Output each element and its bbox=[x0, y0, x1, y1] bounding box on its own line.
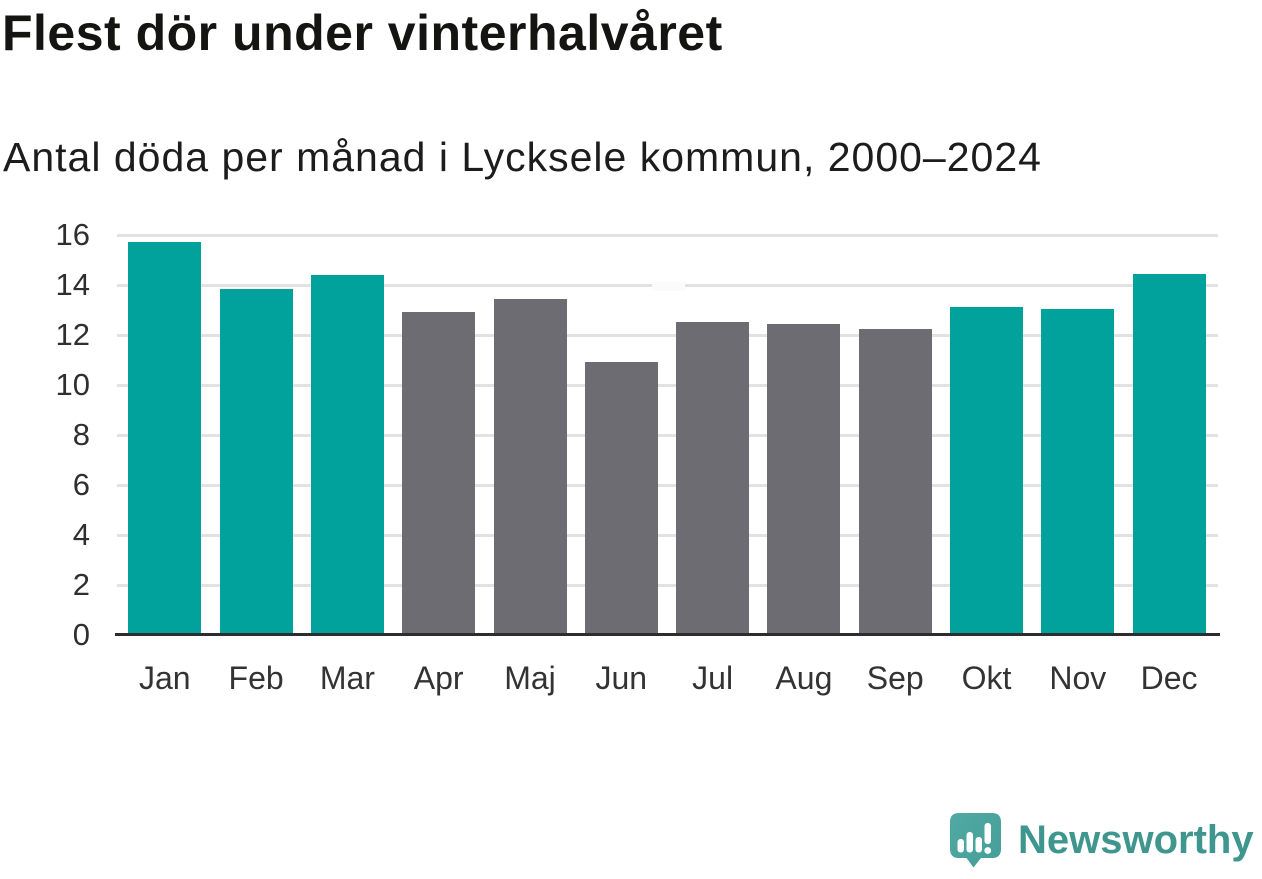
y-tick-label-4: 4 bbox=[72, 517, 90, 552]
chart-subtitle: Antal döda per månad i Lycksele kommun, … bbox=[3, 134, 1042, 180]
x-tick-label-aug: Aug bbox=[775, 660, 833, 696]
x-tick-label-apr: Apr bbox=[413, 660, 464, 696]
bar-okt bbox=[950, 306, 1023, 634]
x-tick-label-nov: Nov bbox=[1049, 660, 1107, 696]
bar-apr bbox=[402, 311, 476, 634]
gridline-y16 bbox=[117, 233, 1218, 237]
gridline-y2 bbox=[117, 583, 1218, 587]
bar-sep bbox=[858, 329, 932, 634]
plot-area bbox=[115, 233, 1220, 636]
x-tick-label-jun: Jun bbox=[595, 660, 648, 696]
gridline-gap-artifact bbox=[652, 282, 685, 291]
bar-jan bbox=[128, 241, 202, 634]
x-tick-label-jul: Jul bbox=[692, 660, 734, 696]
x-tick-label-okt: Okt bbox=[961, 660, 1012, 696]
bar-dec bbox=[1132, 274, 1206, 634]
newsworthy-logo: Newsworthy bbox=[947, 810, 1254, 870]
chart-title: Flest dör under vinterhalvåret bbox=[2, 5, 723, 61]
newsworthy-logo-text: Newsworthy bbox=[1018, 818, 1254, 862]
x-tick-label-feb: Feb bbox=[228, 660, 284, 696]
bar-maj bbox=[493, 299, 567, 634]
y-tick-label-8: 8 bbox=[72, 417, 90, 452]
bar-mar bbox=[310, 275, 384, 634]
y-tick-label-12: 12 bbox=[55, 317, 90, 352]
y-tick-label-16: 16 bbox=[55, 217, 90, 252]
gridline-y8 bbox=[117, 433, 1218, 437]
bar-jul bbox=[676, 321, 750, 634]
bar-feb bbox=[219, 289, 293, 634]
x-tick-label-sep: Sep bbox=[866, 660, 924, 696]
x-tick-label-dec: Dec bbox=[1140, 660, 1198, 696]
gridline-y12 bbox=[117, 333, 1218, 337]
bar-nov bbox=[1041, 309, 1115, 634]
y-tick-label-2: 2 bbox=[72, 567, 90, 602]
mini-bar-chart-glyph bbox=[957, 822, 992, 854]
newsworthy-logo-icon bbox=[950, 812, 1001, 867]
y-tick-label-0: 0 bbox=[72, 617, 90, 652]
x-tick-label-maj: Maj bbox=[504, 660, 556, 696]
x-tick-label-jan: Jan bbox=[139, 660, 191, 696]
gridline-y4 bbox=[117, 533, 1218, 537]
x-axis-line bbox=[115, 633, 1220, 636]
y-tick-label-14: 14 bbox=[55, 267, 90, 302]
x-tick-label-mar: Mar bbox=[319, 660, 375, 696]
gridline-y6 bbox=[117, 483, 1218, 487]
bar-aug bbox=[767, 324, 841, 634]
y-tick-label-10: 10 bbox=[55, 367, 90, 402]
gridline-y10 bbox=[117, 383, 1218, 387]
bar-jun bbox=[584, 361, 658, 634]
y-tick-label-6: 6 bbox=[72, 467, 90, 502]
